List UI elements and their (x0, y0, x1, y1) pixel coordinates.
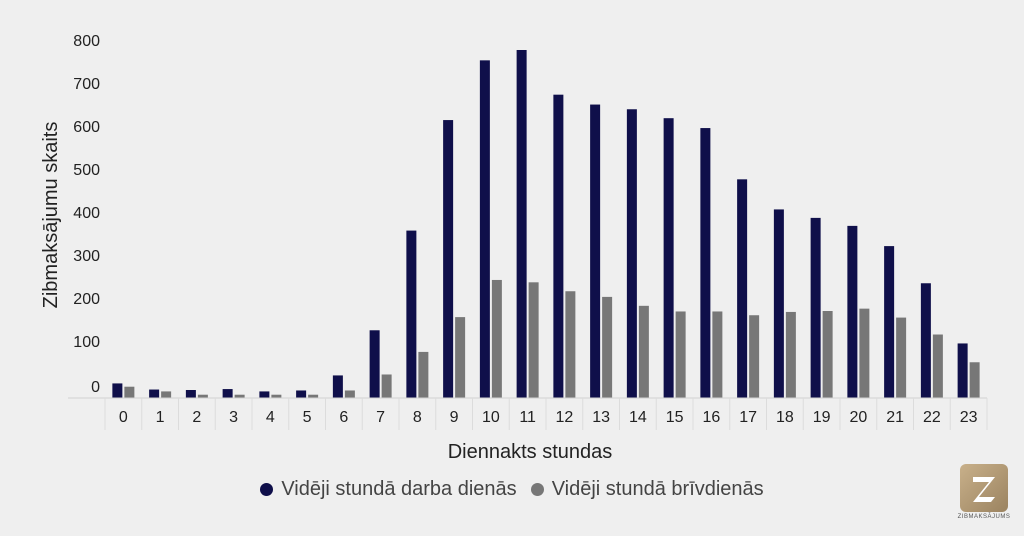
bar-weekdays (332, 375, 343, 398)
bar-weekends (418, 351, 429, 398)
brand-logo (960, 464, 1008, 512)
bar-weekdays (443, 120, 454, 399)
x-tick-label: 23 (960, 409, 978, 426)
x-tick-label: 11 (519, 409, 536, 426)
bar-weekdays (553, 94, 564, 399)
x-tick-label: 19 (813, 409, 831, 426)
bar-weekends (859, 308, 870, 398)
bar-weekdays (296, 390, 307, 398)
bars-group (112, 50, 980, 399)
x-tick-label: 18 (776, 409, 794, 426)
x-tick-label: 1 (156, 409, 165, 426)
y-axis-title: Zibmaksājumu skaits (40, 122, 62, 309)
y-tick-label: 700 (73, 76, 100, 93)
bar-weekdays (773, 209, 784, 398)
bar-weekends (969, 362, 980, 398)
bar-weekdays (884, 246, 895, 398)
bar-weekends (308, 394, 319, 398)
bar-weekends (528, 282, 539, 398)
bar-weekends (271, 394, 282, 398)
bar-weekdays (185, 390, 196, 398)
x-tick-label: 17 (739, 409, 757, 426)
bar-weekends (602, 296, 613, 398)
bar-weekends (234, 394, 245, 398)
y-tick-label: 800 (73, 33, 100, 50)
bar-weekends (675, 311, 686, 398)
y-tick-label: 0 (91, 379, 100, 396)
bar-weekdays (663, 118, 674, 399)
legend-item-weekends: Vidēji stundā brīvdienās (530, 478, 764, 501)
legend-label-weekdays: Vidēji stundā darba dienās (281, 478, 517, 500)
bar-weekdays (149, 389, 160, 398)
bar-weekends (749, 315, 760, 398)
legend-dot-weekdays (260, 483, 274, 496)
x-tick-label: 4 (266, 409, 275, 426)
y-axis-ticks: 0 100 200 300 400 500 600 700 800 (73, 33, 100, 396)
x-tick-label: 14 (629, 409, 647, 426)
x-tick-label: 21 (886, 409, 904, 426)
bar-weekdays (222, 389, 233, 398)
x-axis: 0 1 2 3 4 5 6 7 8 9 10 11 12 13 14 15 16 17 18 19 20 21 22 23 (68, 397, 988, 430)
x-tick-label: 6 (339, 409, 348, 426)
bar-weekends (197, 394, 208, 398)
bar-weekends (455, 317, 466, 398)
x-tick-label: 15 (666, 409, 684, 426)
y-tick-label: 300 (73, 248, 100, 265)
x-tick-label: 0 (119, 409, 128, 426)
z-logo-icon (973, 477, 995, 502)
bar-weekdays (847, 225, 858, 398)
bar-weekdays (920, 283, 931, 398)
bar-weekdays (406, 230, 417, 398)
y-tick-label: 400 (73, 205, 100, 222)
bar-weekends (491, 279, 502, 398)
bar-weekdays (590, 104, 601, 398)
bar-weekends (124, 386, 135, 398)
bar-weekdays (112, 383, 123, 398)
x-tick-label: 7 (376, 409, 385, 426)
x-tick-label: 20 (849, 409, 867, 426)
x-tick-label: 16 (702, 409, 720, 426)
legend-label-weekends: Vidēji stundā brīvdienās (551, 478, 764, 500)
bar-weekends (896, 317, 907, 398)
bar-weekends (344, 390, 355, 398)
bar-weekdays (479, 60, 490, 398)
x-tick-label: 8 (413, 409, 422, 426)
legend-item-weekdays: Vidēji stundā darba dienās (260, 478, 517, 501)
bar-weekends (822, 311, 833, 398)
y-tick-label: 100 (73, 334, 100, 351)
bar-weekdays (516, 50, 527, 398)
bar-weekends (785, 311, 796, 398)
bar-weekdays (810, 217, 821, 398)
bar-weekends (638, 305, 649, 398)
bar-weekdays (626, 109, 637, 398)
x-tick-label: 22 (923, 409, 941, 426)
x-tick-label: 9 (450, 409, 459, 426)
x-tick-label: 3 (229, 409, 238, 426)
x-tick-label: 13 (592, 409, 610, 426)
bar-weekends (932, 334, 943, 398)
y-tick-label: 600 (73, 119, 100, 136)
y-tick-label: 500 (73, 162, 100, 179)
legend-dot-weekends (530, 483, 544, 496)
legend: Vidēji stundā darba dienās Vidēji stundā… (0, 478, 1024, 501)
x-tick-label: 10 (482, 409, 500, 426)
bar-weekdays (700, 128, 711, 398)
bar-weekends (712, 311, 723, 398)
x-tick-label: 5 (303, 409, 312, 426)
brand-logo-text: ZIBMAKSĀJUMS (957, 514, 1011, 520)
bar-weekends (381, 374, 392, 398)
bar-weekdays (259, 391, 270, 398)
bar-weekends (161, 391, 172, 398)
x-axis-title: Diennakts stundas (448, 441, 613, 463)
bar-weekdays (737, 179, 748, 398)
bar-weekdays (957, 343, 968, 398)
x-tick-label: 2 (192, 409, 201, 426)
bar-weekends (565, 291, 576, 398)
bar-weekdays (369, 330, 380, 398)
x-tick-label: 12 (555, 409, 573, 426)
y-tick-label: 200 (73, 291, 100, 308)
